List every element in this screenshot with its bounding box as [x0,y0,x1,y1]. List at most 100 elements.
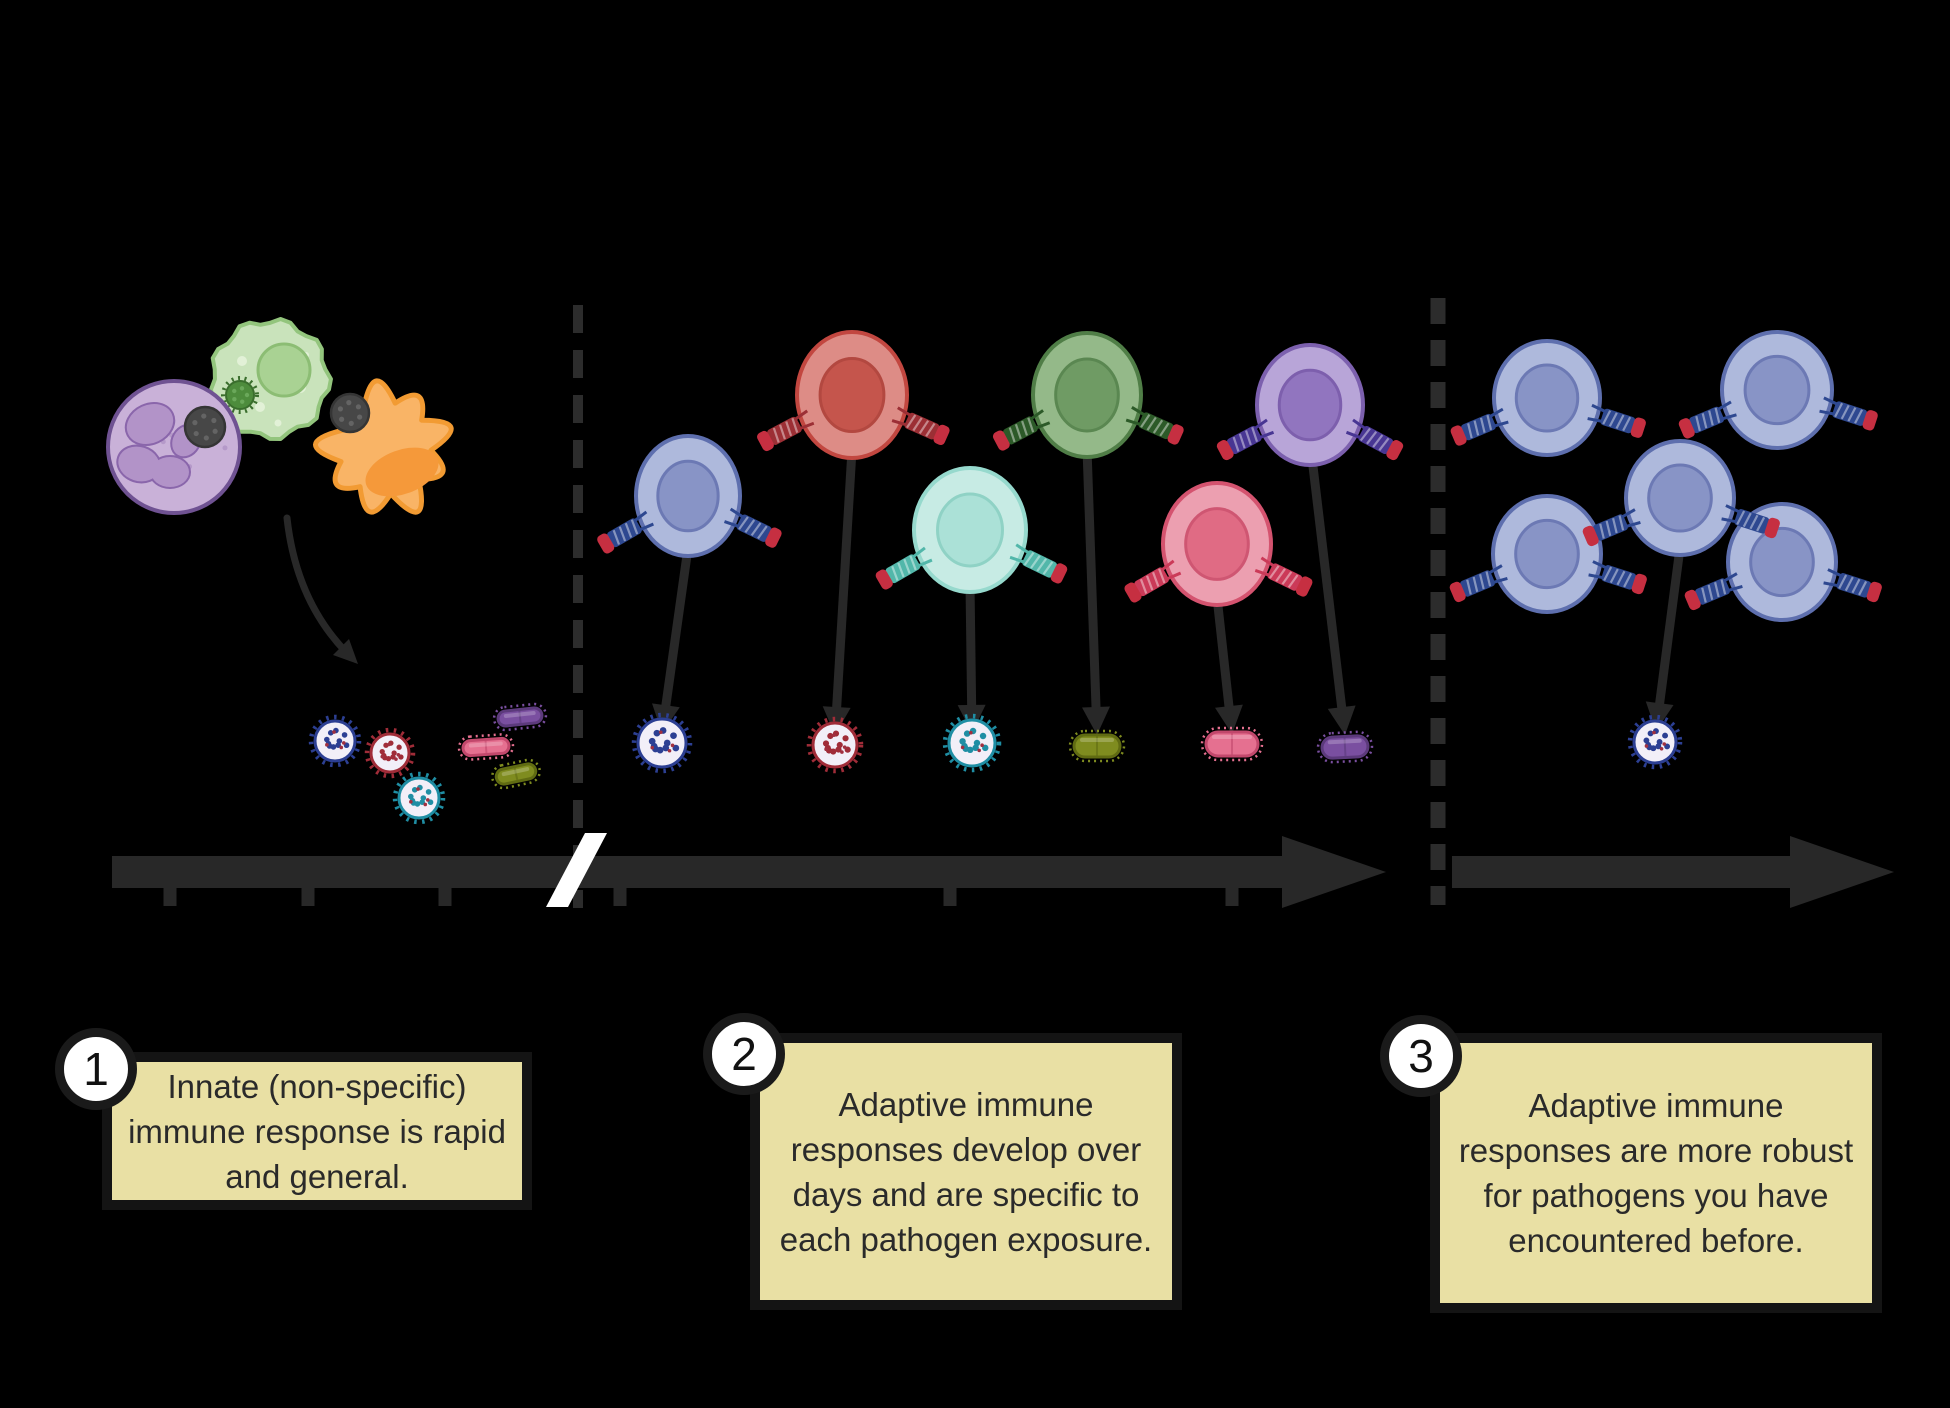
virus-blue [1627,714,1683,770]
memory-b-cell-5 [1582,439,1780,557]
nucleus [1647,463,1713,533]
arrowhead [1082,706,1111,735]
receptor-tip [933,424,950,445]
step-2-badge: 2 [703,1013,785,1095]
memory-b-cell-3 [1449,494,1647,614]
arrowhead [1215,704,1243,735]
memory-b-cell-4 [1684,502,1882,622]
targeting-arrow-2 [822,449,857,736]
receptor-tip [597,533,615,554]
receptor-tip [1631,573,1647,595]
b-cell-pink [1124,481,1313,607]
step-3-number: 3 [1408,1030,1434,1082]
timeline-tick [438,886,452,906]
engulfed-virus [221,376,259,414]
receptor-tip [1866,581,1882,603]
memory-b-cell-1 [1450,339,1646,457]
antigen-receptor [1254,556,1313,597]
nucleus [365,447,439,497]
step-1-number: 1 [83,1043,109,1095]
receptor-tip [765,527,782,548]
antigen-receptor [1721,504,1780,539]
virus-blue [308,714,362,768]
lobed-nucleus [151,457,189,487]
receptor-tip [1386,440,1404,461]
step-3-badge: 3 [1380,1015,1462,1097]
receptor-tip [1295,576,1313,597]
antigen-receptor [1588,560,1647,595]
engulfed-microbe [183,405,227,449]
nucleus [656,459,720,533]
b-cell-green [992,331,1184,459]
receptor-tip [1050,563,1068,584]
antigen-receptor [1678,400,1737,439]
receptor-tip [1124,582,1142,603]
antigen-receptor [1819,396,1878,431]
antigen-receptor [1823,568,1882,603]
antigen-receptor [1450,407,1509,446]
step-2-number: 2 [731,1028,757,1080]
step-1-text: Innate (non-specific) immune response is… [128,1067,506,1195]
nucleus [1514,518,1580,590]
antigen-receptor [723,507,782,548]
nucleus [1184,507,1250,581]
antigen-receptor [1582,508,1641,547]
receptor-tip [1862,410,1878,431]
timeline-arrow-2 [1452,836,1894,908]
timeline-tick [163,886,177,906]
antigen-receptor [992,409,1051,451]
bacterium-purple [1316,730,1374,764]
nucleus [818,356,886,434]
receptor-tip [1678,418,1695,439]
nucleus [936,492,1004,568]
antigen-receptor [875,546,933,590]
antigen-receptor [891,406,950,445]
antigen-receptor [1345,418,1404,461]
receptor-tip [1450,425,1467,446]
dendritic-cell [312,378,454,515]
step-1-badge: 1 [55,1028,137,1110]
receptor-tip [992,430,1010,451]
bacterium-olive [1068,729,1126,763]
nucleus [1514,363,1580,433]
nucleus [1743,354,1811,426]
receptor-tip [757,430,774,452]
bacterium-pink [457,733,515,761]
step-2-note: Adaptive immune responses develop over d… [750,1033,1182,1310]
lobed-nucleus [126,404,174,444]
virus-teal [392,771,446,825]
arrowhead [333,639,358,664]
receptor-tip [875,569,893,590]
receptor-tip [1216,440,1234,461]
nucleus [1277,368,1343,442]
virus-red [806,716,864,774]
timeline-tick [1225,886,1239,906]
antigen-receptor [1009,543,1068,584]
targeting-arrow-6 [1307,457,1356,736]
targeting-arrow-4 [1082,448,1111,735]
receptor-tip [1764,517,1780,539]
antigen-receptor [1124,559,1182,603]
memory-b-cell-2 [1678,330,1878,450]
nucleus [256,342,312,398]
engulfed-microbe [329,392,371,434]
receptor-tip [1630,417,1646,438]
innate-response-arrow [283,514,358,664]
step-3-note: Adaptive immune responses are more robus… [1430,1033,1882,1313]
arrowhead [822,706,851,736]
receptor-tip [1582,525,1599,547]
virus-blue [631,712,693,774]
antigen-receptor [1684,572,1743,611]
macrophage-cell [209,316,333,442]
timeline-arrow-1 [112,836,1386,908]
b-cell-red [757,330,950,460]
b-cell-blue [597,434,782,558]
virus-red [364,727,416,779]
timeline-tick [613,886,627,906]
timeline-break-slash [546,833,607,907]
timeline-tick [943,886,957,906]
receptor-tip [1449,581,1466,603]
antigen-receptor [1125,406,1184,445]
